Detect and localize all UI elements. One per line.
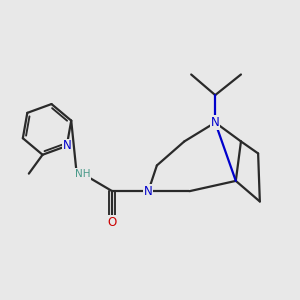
Text: N: N (211, 116, 220, 129)
Text: O: O (108, 216, 117, 229)
Text: NH: NH (75, 169, 91, 179)
Text: N: N (144, 185, 153, 198)
Text: N: N (62, 140, 71, 152)
